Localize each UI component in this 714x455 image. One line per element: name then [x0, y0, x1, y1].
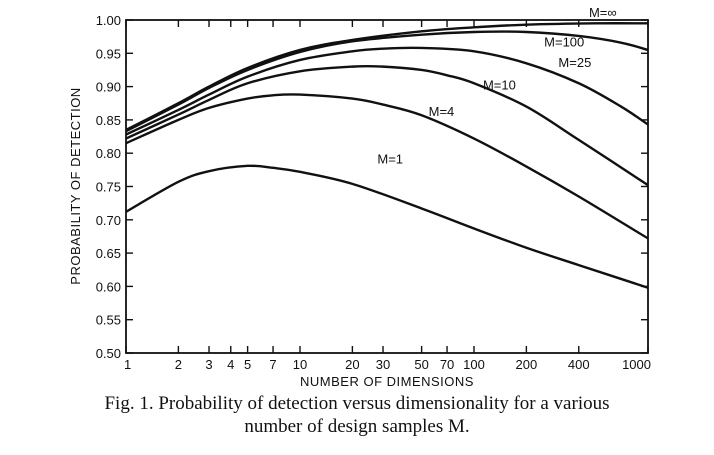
x-axis-ticks: 1 2 3 4 5 7 10 20 30 50 70 100 200 400 1000 — [124, 20, 651, 372]
curve-label: M=∞ — [589, 5, 617, 20]
y-tick-label: 0.80 — [96, 146, 121, 161]
y-tick-label: 0.95 — [96, 46, 121, 61]
series-line-2 — [125, 30, 649, 133]
x-tick-label: 100 — [463, 357, 485, 372]
y-tick-label: 0.90 — [96, 80, 121, 95]
curve-label: M=25 — [558, 55, 591, 70]
x-tick-label: 10 — [293, 357, 307, 372]
x-tick-label: 4 — [227, 357, 234, 372]
curve-label: M=4 — [429, 104, 455, 119]
caption-line-1: Fig. 1. Probability of detection versus … — [104, 393, 610, 414]
x-axis-title: NUMBER OF DIMENSIONS — [300, 374, 474, 389]
x-tick-label: 1000 — [622, 357, 651, 372]
x-tick-label: 400 — [568, 357, 590, 372]
series-line-5 — [125, 93, 649, 240]
y-tick-label: 1.00 — [96, 13, 121, 28]
y-tick-label: 0.60 — [96, 279, 121, 294]
y-tick-label: 0.50 — [96, 346, 121, 361]
caption-line-2: number of design samples M. — [244, 416, 470, 437]
curve-label: M=10 — [483, 78, 516, 93]
chart-svg: 0.50 0.55 0.60 0.65 0.70 0.75 0.80 0.85 0.90 0.95… — [68, 5, 651, 389]
series-line-6 — [125, 164, 649, 289]
x-tick-label: 70 — [440, 357, 454, 372]
y-tick-label: 0.55 — [96, 313, 121, 328]
x-tick-label: 1 — [124, 357, 131, 372]
figure-caption: Fig. 1. Probability of detection versus … — [0, 392, 714, 438]
y-axis-title: PROBABILITY OF DETECTION — [68, 87, 83, 284]
x-tick-label: 7 — [269, 357, 276, 372]
y-tick-label: 0.75 — [96, 180, 121, 195]
y-axis-ticks: 0.50 0.55 0.60 0.65 0.70 0.75 0.80 0.85 0.90 0.95… — [96, 13, 648, 361]
y-tick-label: 0.70 — [96, 213, 121, 228]
curve-labels: M=∞ M=100 M=25 M=10 M=4 M=1 — [377, 5, 616, 167]
x-tick-label: 2 — [175, 357, 182, 372]
series-lines — [125, 22, 649, 289]
y-tick-label: 0.65 — [96, 246, 121, 261]
series-line-4 — [125, 64, 649, 187]
y-tick-label: 0.85 — [96, 113, 121, 128]
curve-label: M=1 — [377, 152, 403, 167]
x-tick-label: 20 — [345, 357, 359, 372]
x-tick-label: 3 — [205, 357, 212, 372]
series-line-3 — [125, 46, 649, 136]
x-tick-label: 200 — [516, 357, 538, 372]
x-tick-label: 5 — [244, 357, 251, 372]
x-tick-label: 50 — [414, 357, 428, 372]
x-tick-label: 30 — [376, 357, 390, 372]
curve-label: M=100 — [544, 34, 584, 49]
